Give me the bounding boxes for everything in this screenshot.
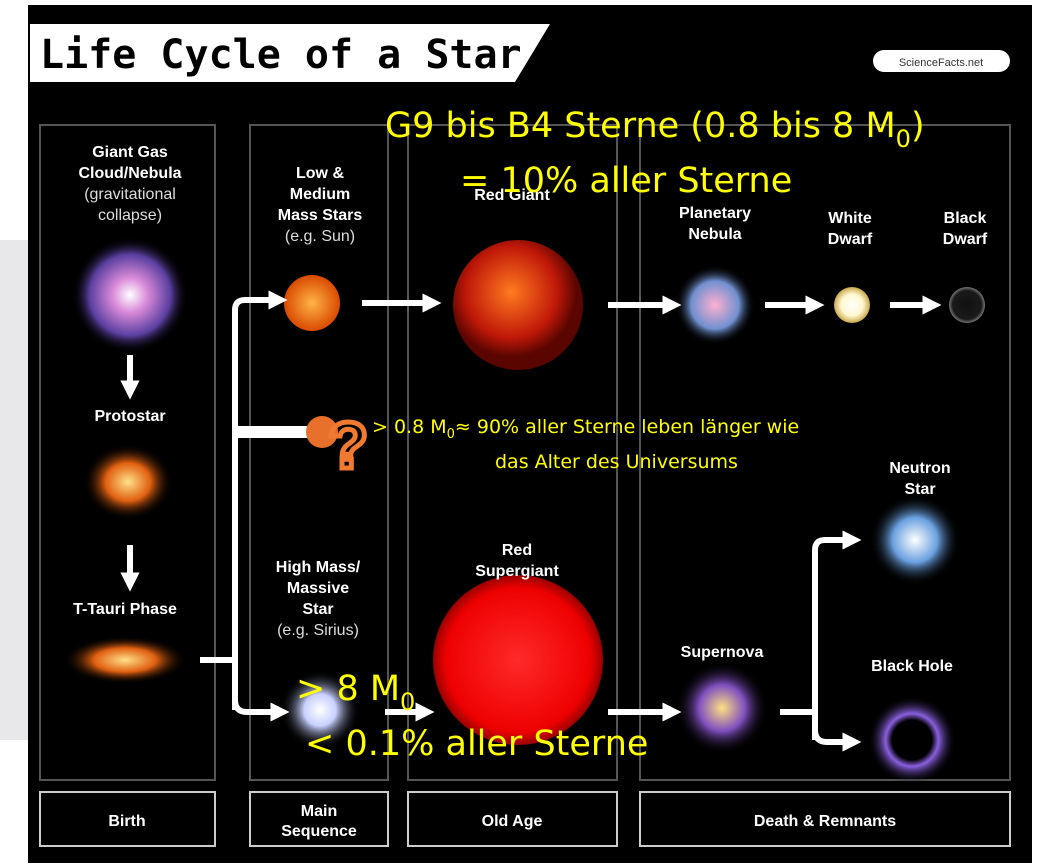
stage-label: Neutron [889,460,950,477]
stage-label: White [828,210,872,227]
annotation: > 0.8 M0≈ 90% aller Sterne leben länger … [372,416,799,442]
question-mark: ? [328,408,368,482]
footer-label: Birth [108,813,145,830]
stage-label: Supergiant [475,563,559,580]
stage-label: Low & [296,165,344,182]
logo: ScienceFacts.net [899,57,983,69]
stage-label: Cloud/Nebula [78,165,181,182]
stage-label: Red Giant [474,187,550,204]
logo-box [873,50,1010,72]
annotation-part: ≈ 90% aller Sterne leben länger wie [455,416,799,438]
footer-labels: Birth Main Sequence Old Age Death & Remnants [108,803,896,840]
stage-label: Dwarf [943,231,988,248]
backdrop [0,240,30,740]
stage-label: Dwarf [828,231,873,248]
annotation-part: G9 bis B4 Sterne (0.8 bis 8 M [385,106,896,146]
stage-label: Mass Stars [278,207,363,224]
footer-label: Old Age [482,813,543,830]
stage-label: Black [944,210,987,227]
annotation: < 0.1% aller Sterne [305,724,648,764]
annotation: > 8 M0 [296,669,415,716]
stage-note: (e.g. Sun) [285,228,355,245]
stage-label: Planetary [679,205,751,222]
stage-label: Giant Gas [92,144,168,161]
annotation: = 10% aller Sterne [460,161,792,201]
stage-label: High Mass/ [276,559,361,576]
annotation: G9 bis B4 Sterne (0.8 bis 8 M0) [385,106,925,153]
annotation: das Alter des Universums [495,451,738,473]
annotation-part: > 8 M [296,669,400,709]
annotation-sub: 0 [447,427,455,442]
stage-label: Supernova [681,644,764,661]
stage-label: Black Hole [871,658,953,675]
annotation-sub: 0 [400,688,415,716]
stage-note: (e.g. Sirius) [277,622,359,639]
stage-label: Red [502,542,532,559]
stage-label: Medium [290,186,350,203]
footer-label: Death & Remnants [754,813,896,830]
title: Life Cycle of a Star [40,32,522,78]
stage-label: Protostar [94,408,165,425]
images [63,237,985,784]
annotation-part: > 0.8 M [372,416,447,438]
panels [39,124,1011,781]
stage-label: Massive [287,580,349,597]
footer-label: Sequence [281,823,357,840]
annotation-sub: 0 [896,125,911,153]
stage-label: Nebula [688,226,741,243]
stage-label: Star [904,481,935,498]
stage-note: collapse) [98,207,162,224]
stage-label: Star [302,601,333,618]
stage-note: (gravitational [84,186,176,203]
footer-label: Main [301,803,337,820]
stage-label: T-Tauri Phase [73,601,177,618]
annotation-part: ) [911,106,925,146]
title-box [30,24,550,82]
stage-labels: Giant Gas Cloud/Nebula (gravitational colla… [73,144,988,675]
arrows [120,290,942,752]
footer-boxes [39,791,1011,847]
